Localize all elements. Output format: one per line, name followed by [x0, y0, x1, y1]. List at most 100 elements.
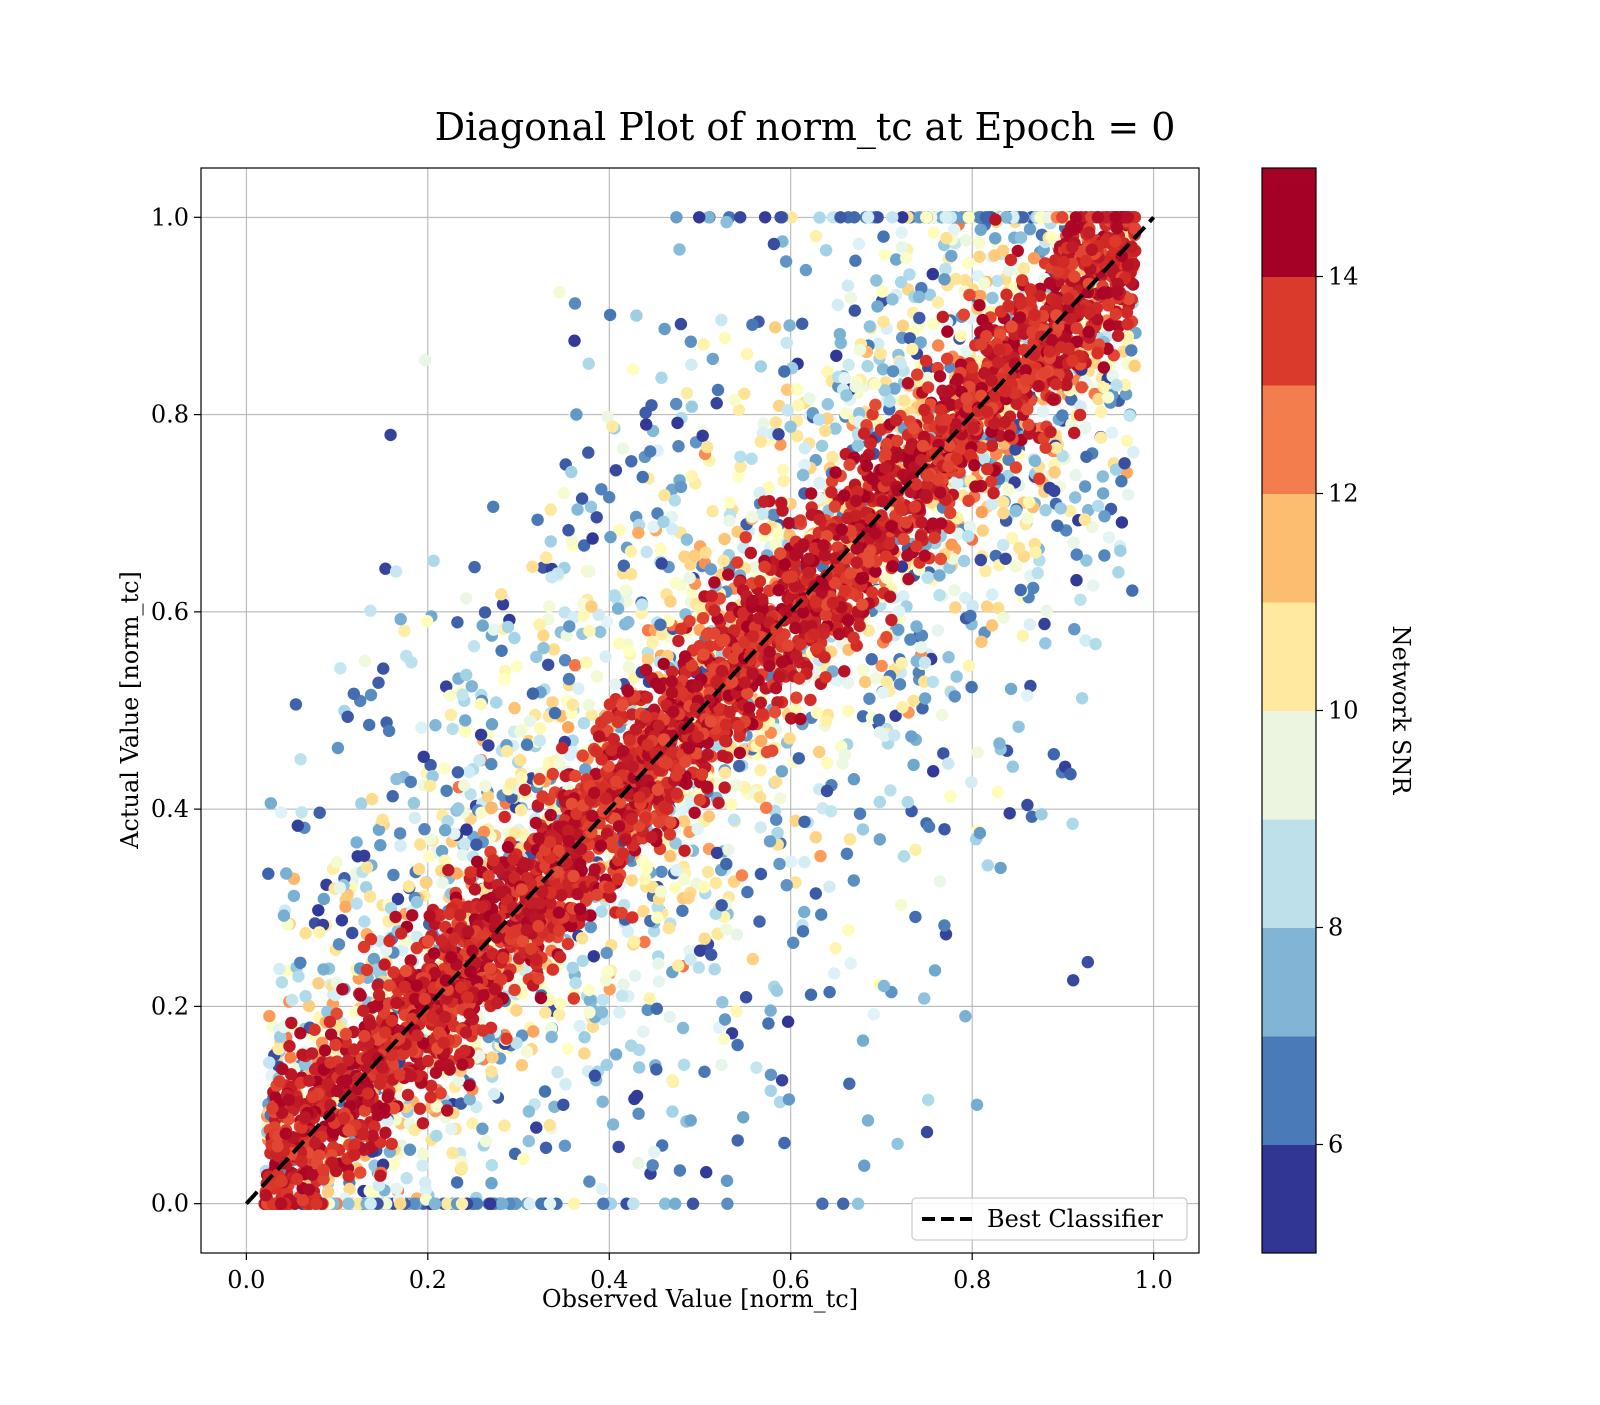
data-point — [487, 501, 499, 513]
data-point — [601, 1059, 613, 1071]
data-point — [724, 496, 736, 508]
data-point — [417, 1148, 429, 1160]
data-point — [422, 935, 434, 947]
data-point — [286, 994, 298, 1006]
data-point — [1023, 496, 1035, 508]
data-point — [780, 255, 792, 267]
data-point — [730, 779, 742, 791]
data-point — [350, 836, 362, 848]
data-point — [672, 635, 684, 647]
data-point — [1013, 542, 1025, 554]
data-point — [797, 925, 809, 937]
data-point — [294, 753, 306, 765]
data-point — [741, 348, 753, 360]
data-point — [595, 483, 607, 495]
data-point — [521, 1046, 533, 1058]
data-point — [692, 823, 704, 835]
data-point — [677, 1022, 689, 1034]
data-point — [540, 551, 552, 563]
data-point — [673, 243, 685, 255]
data-point — [627, 363, 639, 375]
data-point — [896, 241, 908, 253]
data-point — [896, 657, 908, 669]
data-point — [753, 915, 765, 927]
data-point — [731, 1039, 743, 1051]
data-point — [263, 1010, 275, 1022]
data-point — [521, 739, 533, 751]
data-point — [694, 945, 706, 957]
data-point — [672, 959, 684, 971]
data-point — [784, 421, 796, 433]
data-point — [585, 501, 597, 513]
data-point — [597, 1198, 609, 1210]
data-point — [774, 792, 786, 804]
data-point — [933, 569, 945, 581]
data-point — [1068, 623, 1080, 635]
data-point — [979, 565, 991, 577]
data-point — [355, 797, 367, 809]
data-point — [722, 568, 734, 580]
data-point — [781, 404, 793, 416]
data-point — [1112, 566, 1124, 578]
data-point — [292, 970, 304, 982]
data-point — [479, 780, 491, 792]
data-point — [664, 850, 676, 862]
data-point — [760, 802, 772, 814]
data-point — [781, 337, 793, 349]
data-point — [842, 924, 854, 936]
data-point — [640, 418, 652, 430]
data-point — [476, 1123, 488, 1135]
data-point — [974, 827, 986, 839]
data-point — [400, 1172, 412, 1184]
data-point — [1045, 231, 1057, 243]
data-point — [368, 953, 380, 965]
data-point — [1010, 505, 1022, 517]
data-point — [666, 1074, 678, 1086]
data-point — [1069, 491, 1081, 503]
data-point — [604, 531, 616, 543]
data-point — [459, 838, 471, 850]
data-point — [922, 1094, 934, 1106]
data-point — [470, 838, 482, 850]
data-point — [878, 980, 890, 992]
data-point — [339, 901, 351, 913]
data-point — [1079, 513, 1091, 525]
data-point — [971, 1099, 983, 1111]
data-point — [768, 238, 780, 250]
data-point — [842, 677, 854, 689]
data-point — [959, 1010, 971, 1022]
data-point — [976, 506, 988, 518]
data-point — [419, 354, 431, 366]
data-point — [559, 1140, 571, 1152]
data-point — [551, 1066, 563, 1078]
data-point — [852, 1198, 864, 1210]
data-point — [699, 933, 711, 945]
data-point — [933, 589, 945, 601]
data-point — [439, 824, 451, 836]
data-point — [451, 1176, 463, 1188]
data-point — [840, 389, 852, 401]
data-point — [711, 847, 723, 859]
data-point — [929, 964, 941, 976]
data-point — [700, 1166, 712, 1178]
data-point — [620, 584, 632, 596]
data-point — [778, 365, 790, 377]
data-point — [852, 439, 864, 451]
data-point — [965, 681, 977, 693]
data-point — [907, 695, 919, 707]
data-point — [363, 719, 375, 731]
data-point — [826, 451, 838, 463]
data-point — [755, 436, 767, 448]
data-point — [570, 977, 582, 989]
data-point — [516, 1059, 528, 1071]
data-point — [278, 909, 290, 921]
data-point — [1126, 584, 1138, 596]
data-point — [273, 963, 285, 975]
data-point — [616, 990, 628, 1002]
data-point — [675, 318, 687, 330]
data-point — [545, 535, 557, 547]
data-point — [639, 407, 651, 419]
data-point — [725, 798, 737, 810]
data-point — [854, 344, 866, 356]
data-point — [885, 614, 897, 626]
